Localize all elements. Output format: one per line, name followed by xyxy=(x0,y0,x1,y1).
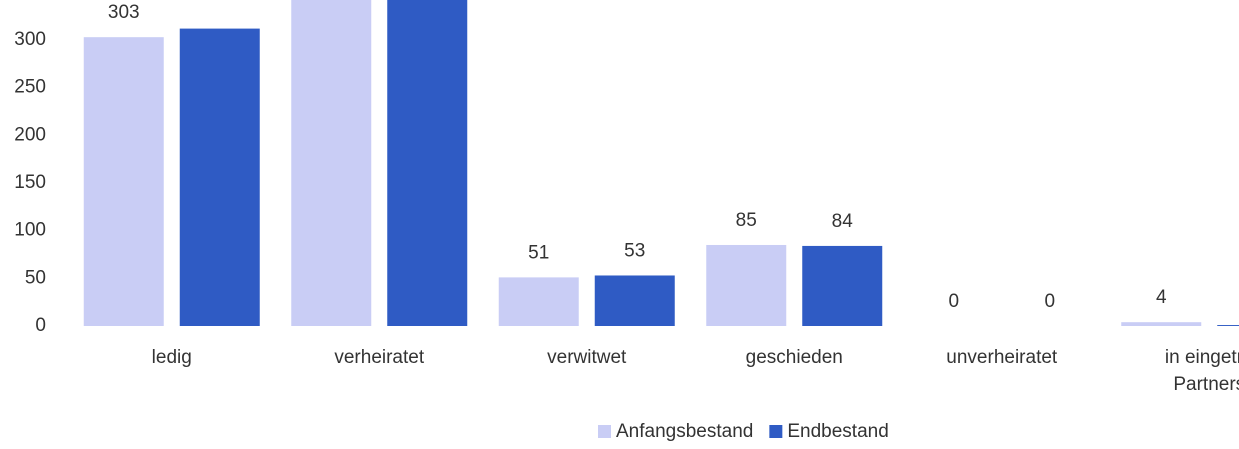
bar xyxy=(291,0,372,327)
x-tick-label: in eingetra xyxy=(1165,347,1239,368)
bar xyxy=(83,37,164,326)
bar xyxy=(802,245,883,326)
value-label: 53 xyxy=(624,240,645,261)
x-tick-label: verheiratet xyxy=(334,347,424,368)
y-tick-label: 100 xyxy=(14,220,46,241)
legend-swatch xyxy=(769,425,783,438)
x-tick-label: geschieden xyxy=(746,347,843,368)
bar xyxy=(706,244,787,326)
value-label: 0 xyxy=(1044,291,1055,312)
bar xyxy=(1217,325,1239,326)
y-tick-label: 300 xyxy=(14,29,46,50)
x-tick-label: unverheiratet xyxy=(946,347,1058,368)
y-tick-label: 200 xyxy=(14,124,46,145)
legend-label: Endbestand xyxy=(787,421,888,442)
y-tick-label: 250 xyxy=(14,77,46,98)
x-tick-label: ledig xyxy=(152,347,192,368)
y-tick-label: 50 xyxy=(25,267,46,288)
value-label: 0 xyxy=(948,291,959,312)
value-label: 84 xyxy=(832,211,854,232)
bar xyxy=(594,275,675,326)
bar xyxy=(387,0,468,327)
value-label: 303 xyxy=(108,2,140,23)
y-tick-label: 0 xyxy=(35,315,46,336)
value-label: 51 xyxy=(528,242,549,263)
bar xyxy=(1121,322,1202,326)
y-tick-label: 150 xyxy=(14,172,46,193)
value-label: 85 xyxy=(736,210,757,231)
legend-swatch xyxy=(598,425,611,438)
bar xyxy=(498,277,579,326)
x-tick-label: Partners xyxy=(1173,374,1239,395)
value-label: 4 xyxy=(1156,287,1167,308)
legend-label: Anfangsbestand xyxy=(616,421,753,442)
x-tick-label: verwitwet xyxy=(547,347,627,368)
bar xyxy=(179,28,260,326)
